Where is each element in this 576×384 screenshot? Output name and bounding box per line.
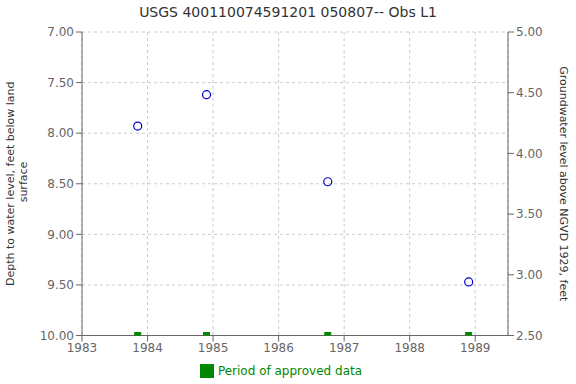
svg-text:1984: 1984 — [132, 341, 163, 355]
svg-text:Depth to water level, feet bel: Depth to water level, feet below land su… — [8, 81, 30, 286]
svg-text:1988: 1988 — [394, 341, 425, 355]
html-text:USGS 400110074591201 050807--: USGS 400110074591201 050807-- Obs L1 — [139, 4, 437, 20]
svg-text:9.50: 9.50 — [47, 278, 74, 292]
svg-text:3.50: 3.50 — [516, 207, 543, 221]
svg-text:7.50: 7.50 — [47, 76, 74, 90]
svg-text:10.00: 10.00 — [40, 329, 74, 343]
svg-text:8.00: 8.00 — [47, 126, 74, 140]
svg-text:1989: 1989 — [460, 341, 491, 355]
svg-text:9.00: 9.00 — [47, 228, 74, 242]
svg-text:8.50: 8.50 — [47, 177, 74, 191]
svg-text:1986: 1986 — [263, 341, 294, 355]
svg-text:4.00: 4.00 — [516, 147, 543, 161]
svg-text:3.00: 3.00 — [516, 268, 543, 282]
svg-text:4.50: 4.50 — [516, 86, 543, 100]
svg-text:Groundwater level above NGVD 1: Groundwater level above NGVD 1929, feet — [557, 66, 568, 302]
svg-text:1985: 1985 — [198, 341, 229, 355]
svg-text:7.00: 7.00 — [47, 25, 74, 39]
svg-text:1987: 1987 — [329, 341, 360, 355]
html-text:Period of approved data: Period of approved data — [217, 363, 363, 378]
svg-text:2.50: 2.50 — [516, 329, 543, 343]
svg-text:5.00: 5.00 — [516, 25, 543, 39]
svg-text:1983: 1983 — [67, 341, 98, 355]
